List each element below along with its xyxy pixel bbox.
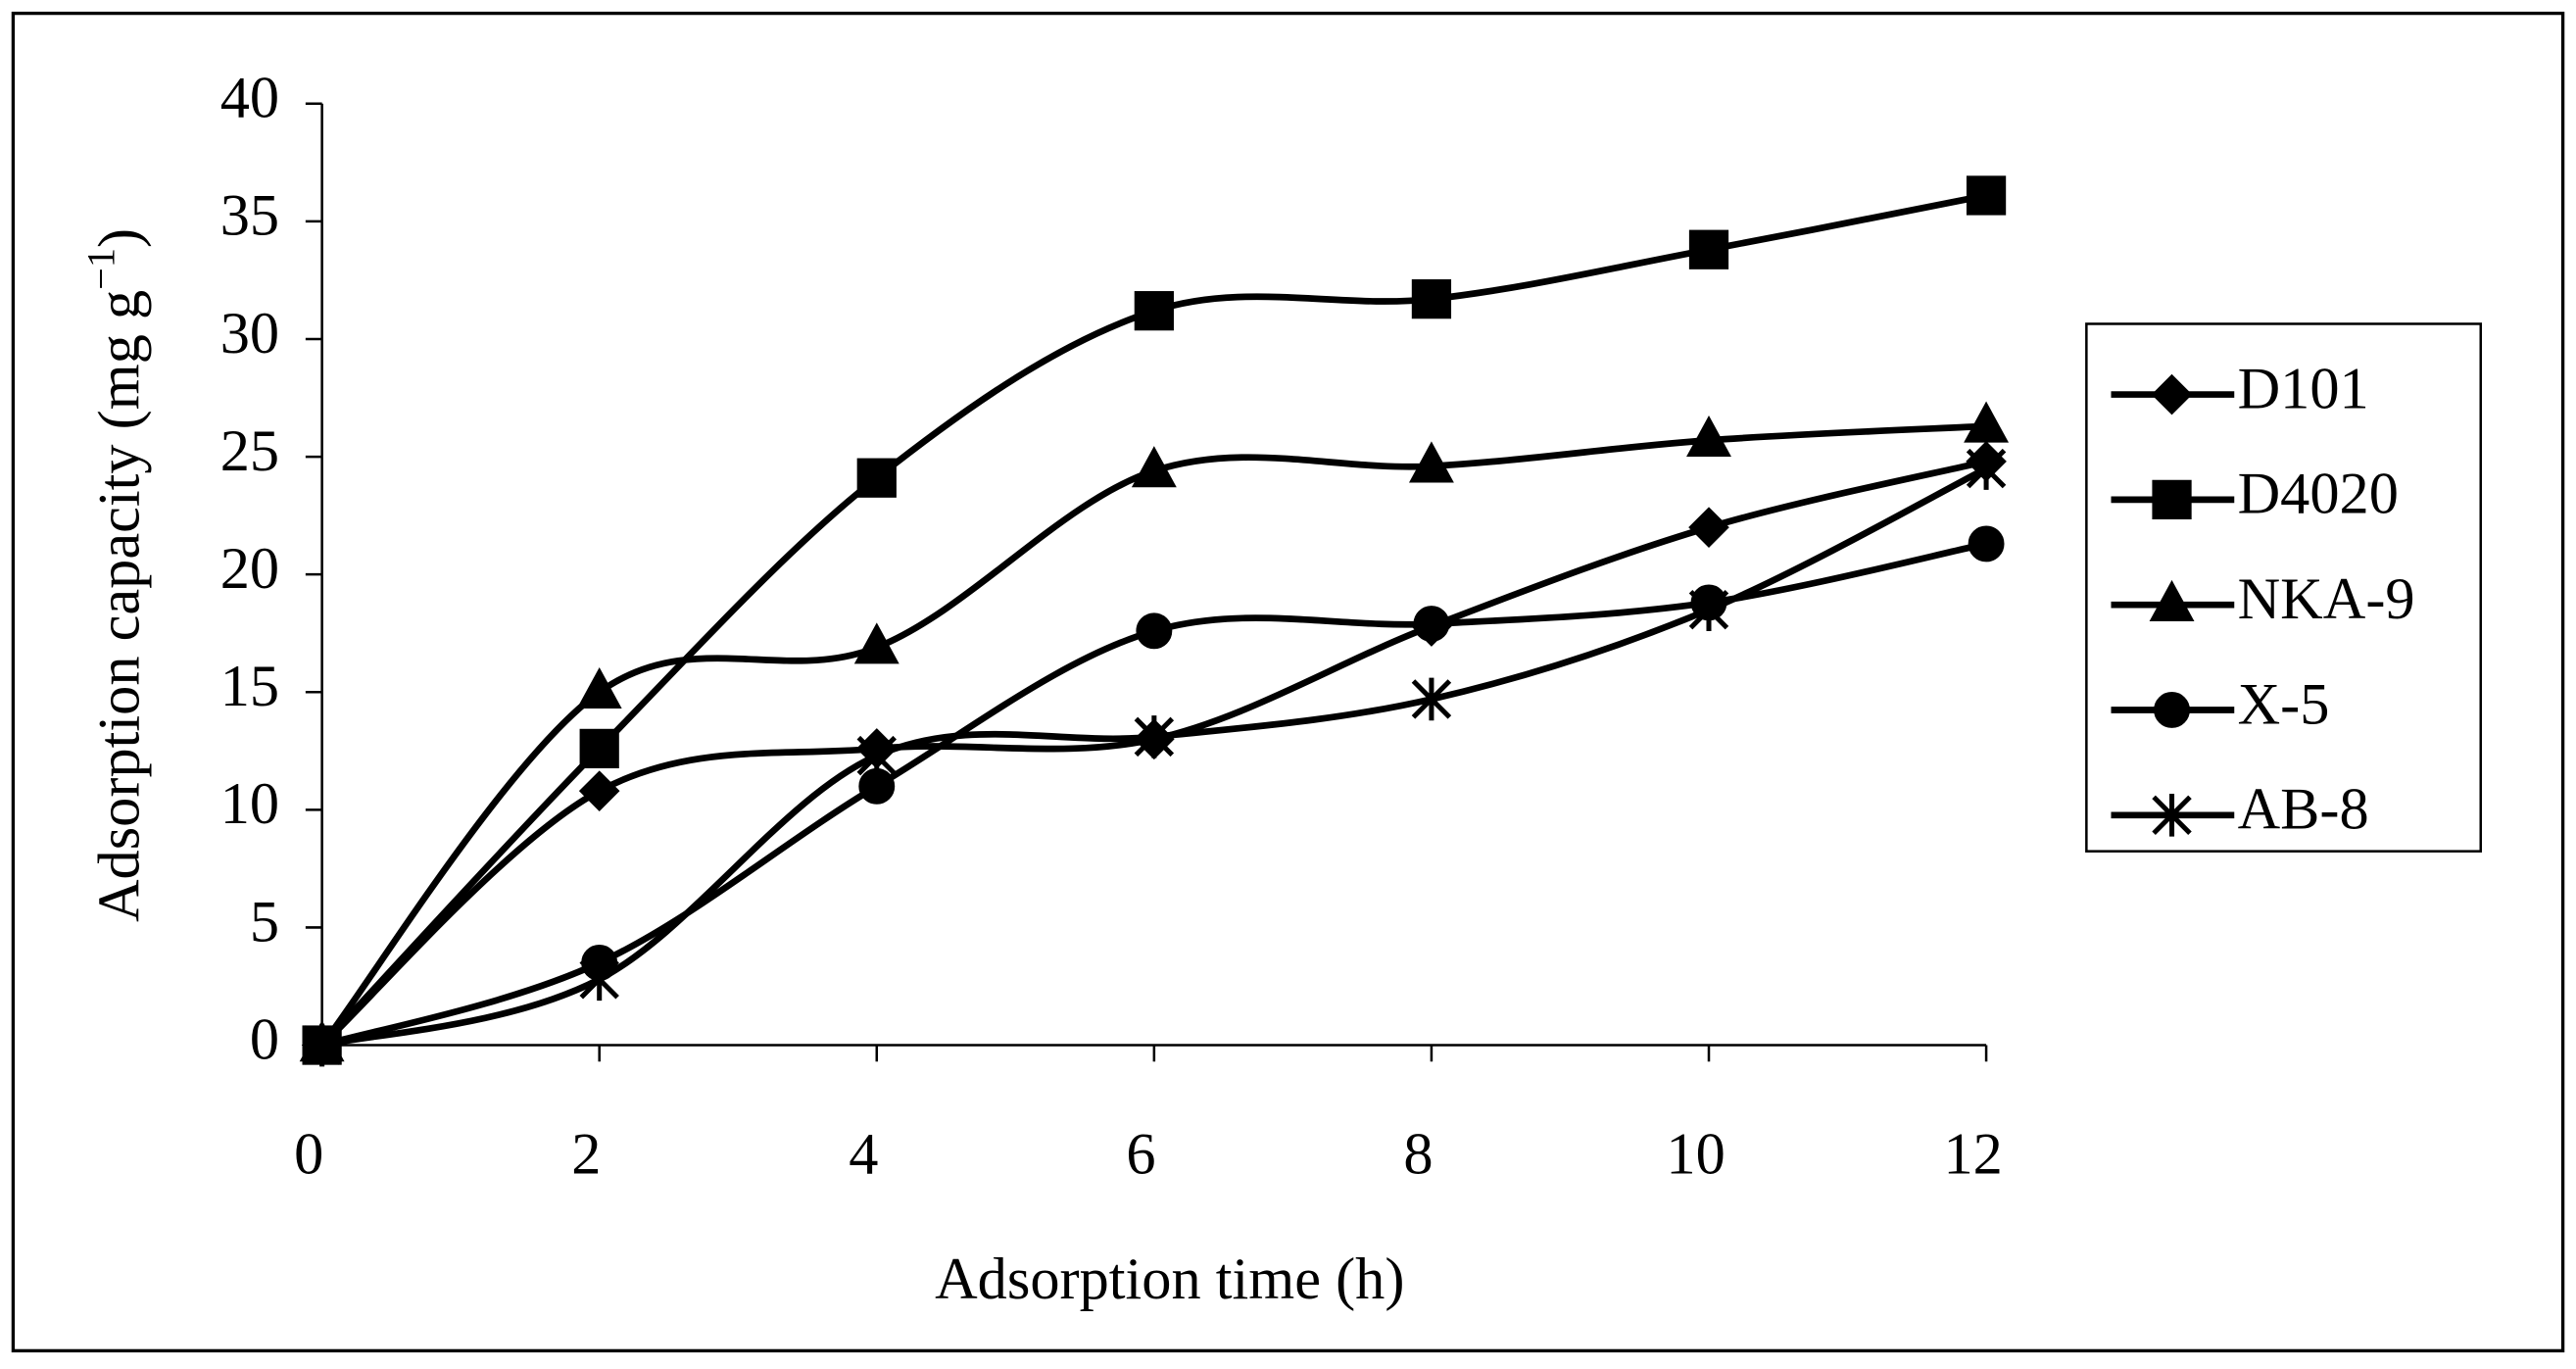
marker xyxy=(856,458,897,498)
y-label-text: Adsorption capacity (mg g xyxy=(86,290,152,922)
x-tick-label: 4 xyxy=(849,1122,878,1188)
marker xyxy=(2152,479,2192,519)
marker xyxy=(576,666,622,709)
x-tick-label: 6 xyxy=(1126,1122,1155,1188)
y-tick-label: 15 xyxy=(220,654,279,719)
x-tick-label: 10 xyxy=(1666,1122,1725,1188)
x-tick-label: 2 xyxy=(571,1122,601,1188)
marker xyxy=(2151,373,2193,416)
y-tick-label: 10 xyxy=(220,771,279,837)
marker xyxy=(1966,447,2007,490)
marker xyxy=(853,622,899,664)
marker xyxy=(2152,793,2192,837)
legend-box xyxy=(2085,322,2483,853)
marker xyxy=(1131,446,1177,488)
legend-label: D101 xyxy=(2238,356,2369,421)
y-tick-label: 35 xyxy=(220,183,279,249)
marker xyxy=(579,957,619,1002)
marker xyxy=(579,728,619,769)
marker xyxy=(1411,677,1452,721)
x-axis-label: Adsorption time (h) xyxy=(935,1247,1404,1312)
y-tick-label: 30 xyxy=(220,301,279,367)
legend-label: X-5 xyxy=(2238,671,2330,737)
marker xyxy=(1408,441,1454,483)
y-tick-label: 5 xyxy=(250,889,279,954)
marker xyxy=(1134,715,1175,758)
marker xyxy=(1964,401,2010,443)
marker xyxy=(2154,692,2190,728)
marker xyxy=(2149,579,2195,621)
marker xyxy=(1411,279,1452,319)
y-tick-label: 0 xyxy=(250,1006,279,1072)
x-tick-label: 12 xyxy=(1943,1122,2002,1188)
marker xyxy=(578,770,620,811)
marker xyxy=(1686,415,1731,458)
marker xyxy=(302,1023,342,1067)
x-tick-label: 0 xyxy=(294,1122,323,1188)
legend-label: NKA-9 xyxy=(2238,566,2415,632)
marker xyxy=(856,734,897,777)
marker xyxy=(1136,612,1173,650)
y-axis-label: Adsorption capacity (mg g−1) xyxy=(79,228,153,922)
marker xyxy=(1688,588,1729,631)
y-label-suffix: ) xyxy=(86,228,152,248)
marker xyxy=(1688,229,1729,269)
marker xyxy=(1966,175,2007,216)
legend-label: AB-8 xyxy=(2238,777,2369,843)
legend-label: D4020 xyxy=(2238,462,2399,527)
marker xyxy=(1688,507,1729,548)
y-label-superscript: −1 xyxy=(79,248,123,290)
y-tick-label: 20 xyxy=(220,536,279,602)
marker xyxy=(1968,525,2005,562)
y-tick-label: 25 xyxy=(220,418,279,484)
marker xyxy=(1134,291,1174,331)
x-tick-label: 8 xyxy=(1403,1122,1433,1188)
y-tick-label: 40 xyxy=(220,66,279,131)
marker xyxy=(1413,606,1450,643)
